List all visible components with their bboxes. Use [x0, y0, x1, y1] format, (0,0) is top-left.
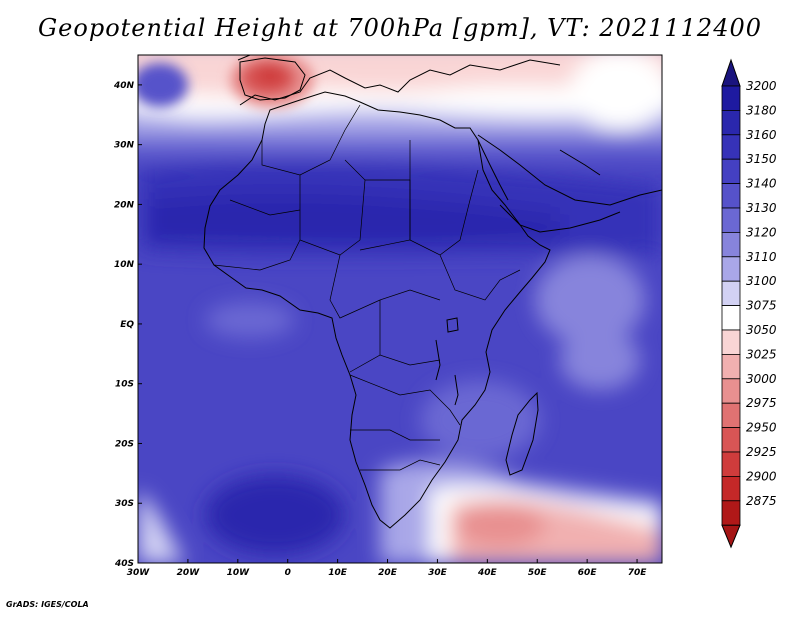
persian-gulf	[559, 149, 601, 176]
map-frame	[137, 54, 663, 564]
lon-tick-label: 10W	[227, 568, 251, 578]
lon-tick-label: 10E	[328, 568, 348, 578]
colorbar-swatch	[721, 110, 741, 136]
height-field	[138, 55, 662, 563]
colorbar-label: 3050	[746, 323, 777, 337]
colorbar-swatch	[721, 402, 741, 429]
colorbar-swatch	[721, 183, 741, 209]
lon-tick-label: 30W	[127, 568, 151, 578]
colorbar-label: 3110	[746, 250, 777, 264]
lon-tick-label: 0	[285, 568, 291, 578]
colorbar-label: 3025	[746, 347, 777, 361]
lake-tanganyika	[435, 339, 441, 381]
colorbar-swatch	[721, 134, 741, 160]
colorbar-swatch	[721, 158, 741, 184]
iberia-coastline	[239, 57, 306, 101]
colorbar-swatch	[721, 85, 741, 111]
lon-tick-label: 30E	[428, 568, 448, 578]
colorbar-label: 3180	[746, 103, 777, 117]
colorbar-bottom-arrow	[721, 524, 741, 549]
colorbar-label: 3000	[746, 372, 777, 386]
lat-tick-label: 30N	[114, 141, 135, 151]
colorbar-swatch	[721, 475, 741, 502]
colorbar-label: 3120	[746, 225, 777, 239]
madagascar-coastline	[505, 391, 539, 476]
colorbar-swatch	[721, 329, 741, 355]
africa-coastline	[203, 91, 551, 529]
lon-tick-label: 20W	[177, 568, 201, 578]
colorbar-swatch	[721, 207, 741, 233]
colorbar-top-arrow	[721, 58, 741, 87]
lake-victoria	[446, 317, 459, 333]
lat-tick-label: 10S	[115, 380, 134, 390]
colorbar-swatch	[721, 451, 741, 477]
longitude-axis: 30W 20W 10W 0 10E 20E 30E 40E 50E 60E 70E	[127, 559, 647, 578]
colorbar-label: 3075	[746, 299, 777, 313]
lat-tick-label: EQ	[120, 320, 134, 330]
colorbar-label: 2875	[746, 494, 777, 508]
colorbar: 3200 3180 3160 3150 3140 3130 3120 3110 3100 3075…	[721, 58, 777, 549]
colorbar-label: 2900	[746, 469, 777, 483]
lon-tick-label: 40E	[477, 568, 498, 578]
colorbar-swatch	[721, 378, 741, 404]
colorbar-label: 3130	[746, 201, 777, 215]
colorbar-swatch	[721, 500, 741, 526]
colorbar-label: 2975	[746, 396, 777, 410]
colorbar-swatch	[721, 427, 741, 453]
colorbar-swatch	[721, 305, 741, 331]
colorbar-label: 3150	[746, 152, 777, 166]
colorbar-label: 3140	[746, 177, 777, 191]
colorbar-swatch	[721, 280, 741, 307]
country-borders	[213, 104, 521, 471]
lat-tick-label: 10N	[114, 260, 135, 270]
lon-tick-label: 60E	[578, 568, 598, 578]
colorbar-label: 3200	[746, 79, 777, 93]
colorbar-swatch	[721, 256, 741, 282]
lat-tick-label: 30S	[115, 499, 134, 509]
arabia-south-coast	[499, 204, 621, 233]
lon-tick-label: 70E	[628, 568, 648, 578]
lat-tick-label: 20N	[114, 200, 135, 210]
colorbar-swatch	[721, 353, 741, 380]
coastlines	[203, 55, 662, 529]
colorbar-label: 2925	[746, 445, 777, 459]
lake-malawi	[454, 374, 459, 406]
red-sea	[477, 139, 509, 201]
arabia-coastline	[477, 134, 662, 206]
lat-tick-label: 40N	[113, 81, 135, 91]
grads-credit: GrADS: IGES/COLA	[6, 600, 89, 609]
colorbar-label: 3160	[746, 128, 777, 142]
latitude-axis: 40N 30N 20N 10N EQ 10S 20S 30S 40S	[113, 81, 142, 569]
lat-tick-label: 40S	[114, 559, 134, 569]
lon-tick-label: 20E	[378, 568, 398, 578]
colorbar-label: 3100	[746, 274, 777, 288]
lat-tick-label: 20S	[115, 439, 134, 449]
colorbar-swatch	[721, 231, 741, 258]
lon-tick-label: 50E	[528, 568, 548, 578]
map-title: Geopotential Height at 700hPa [gpm], VT:…	[38, 14, 762, 42]
colorbar-label: 2950	[746, 421, 777, 435]
